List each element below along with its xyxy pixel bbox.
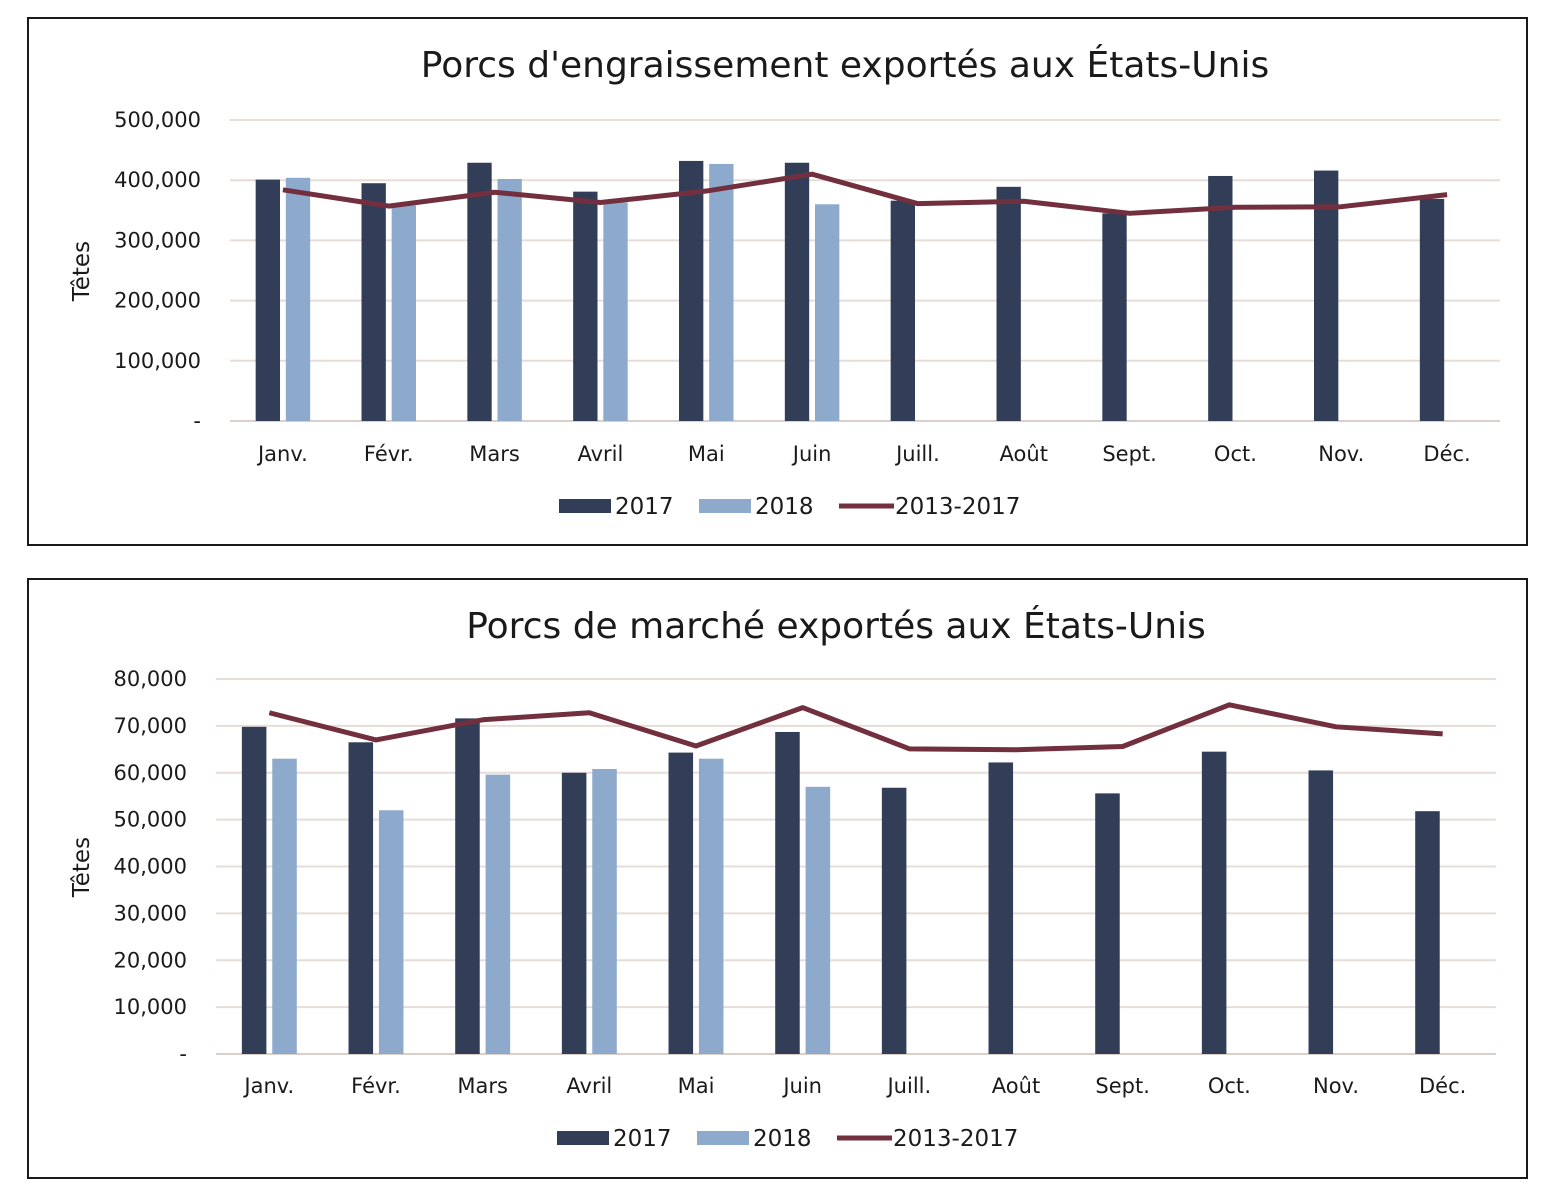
y-tick-label: 20,000 (114, 948, 187, 972)
bar-2017-1 (256, 180, 280, 421)
x-tick-label: Mars (469, 442, 520, 466)
bar-2017-12 (1420, 199, 1444, 421)
x-tick-label: Juin (791, 442, 832, 466)
x-tick-label: Avril (566, 1074, 612, 1098)
bar-2018-4 (592, 769, 617, 1054)
x-tick-label: Juill. (894, 442, 940, 466)
y-tick-label: - (193, 409, 201, 433)
x-tick-label: Oct. (1214, 442, 1257, 466)
bar-2017-3 (467, 163, 491, 421)
bar-2017-7 (882, 788, 907, 1054)
x-tick-label: Févr. (364, 442, 414, 466)
bar-2017-8 (996, 187, 1020, 421)
chart-title: Porcs d'engraissement exportés aux États… (421, 44, 1269, 86)
y-tick-label: 50,000 (114, 808, 187, 832)
legend-swatch-2017 (557, 1131, 609, 1145)
bar-2017-6 (775, 732, 800, 1054)
bar-2018-6 (806, 787, 831, 1054)
bar-2017-10 (1202, 752, 1227, 1054)
y-axis-label: Têtes (69, 837, 95, 898)
y-tick-label: 300,000 (114, 228, 201, 252)
x-tick-label: Oct. (1208, 1074, 1251, 1098)
legend-label: 2017 (613, 1126, 672, 1152)
bar-2018-5 (709, 164, 733, 421)
legend-label: 2013-2017 (893, 1126, 1018, 1152)
chart-title: Porcs de marché exportés aux États-Unis (466, 605, 1206, 647)
bar-2017-5 (679, 161, 703, 421)
bar-2017-3 (455, 718, 480, 1054)
x-tick-label: Janv. (256, 442, 308, 466)
y-tick-label: 400,000 (114, 168, 201, 192)
x-tick-label: Mai (678, 1074, 715, 1098)
x-tick-label: Févr. (351, 1074, 401, 1098)
bar-2017-11 (1309, 770, 1334, 1054)
bar-2017-4 (562, 773, 587, 1054)
line-series-2013-2017 (269, 705, 1442, 750)
x-tick-label: Déc. (1423, 442, 1470, 466)
x-tick-label: Nov. (1313, 1074, 1359, 1098)
x-tick-label: Janv. (242, 1074, 294, 1098)
y-tick-label: - (179, 1042, 187, 1066)
y-tick-label: 40,000 (114, 855, 187, 879)
bar-2018-2 (392, 205, 416, 421)
bar-2018-2 (379, 810, 404, 1054)
legend-swatch-2018 (697, 1131, 749, 1145)
legend-label: 2018 (753, 1126, 812, 1152)
y-tick-label: 100,000 (114, 349, 201, 373)
y-tick-label: 30,000 (114, 901, 187, 925)
bar-2017-7 (891, 201, 915, 421)
chart-marche: Porcs de marché exportés aux États-Unis -… (29, 580, 1526, 1177)
legend-label: 2017 (615, 494, 674, 520)
bar-2017-2 (361, 183, 385, 421)
bar-2017-10 (1208, 176, 1232, 421)
bar-2018-6 (815, 204, 839, 421)
y-tick-label: 80,000 (114, 667, 187, 691)
y-tick-label: 200,000 (114, 289, 201, 313)
x-tick-label: Mars (457, 1074, 508, 1098)
bar-2017-9 (1095, 793, 1120, 1054)
legend-swatch-2017 (559, 499, 611, 513)
y-tick-label: 500,000 (114, 108, 201, 132)
bar-2017-8 (989, 762, 1014, 1054)
bar-2017-9 (1102, 213, 1126, 421)
x-tick-label: Déc. (1419, 1074, 1466, 1098)
legend-swatch-2018 (699, 499, 751, 513)
x-tick-label: Mai (688, 442, 725, 466)
x-tick-label: Nov. (1318, 442, 1364, 466)
bar-2018-1 (272, 759, 297, 1054)
x-tick-label: Juill. (885, 1074, 931, 1098)
chart-panel-marche: Porcs de marché exportés aux États-Unis -… (27, 578, 1528, 1179)
legend-label: 2018 (755, 494, 814, 520)
bar-2017-6 (785, 163, 809, 421)
bar-2018-4 (603, 202, 627, 421)
x-tick-label: Août (992, 1074, 1040, 1098)
bar-2018-3 (486, 775, 511, 1054)
bar-2017-4 (573, 192, 597, 421)
bar-2017-1 (242, 727, 267, 1054)
bar-2017-5 (669, 753, 694, 1054)
x-tick-label: Août (1000, 442, 1048, 466)
x-tick-label: Juin (781, 1074, 822, 1098)
bar-2018-5 (699, 759, 724, 1054)
y-tick-label: 70,000 (114, 714, 187, 738)
y-tick-label: 10,000 (114, 995, 187, 1019)
chart-panel-engraissement: Porcs d'engraissement exportés aux États… (27, 17, 1528, 546)
y-axis-label: Têtes (69, 241, 95, 302)
bar-2018-1 (286, 178, 310, 421)
bar-2017-2 (349, 742, 374, 1054)
bar-2018-3 (497, 179, 521, 421)
x-tick-label: Avril (577, 442, 623, 466)
x-tick-label: Sept. (1095, 1074, 1150, 1098)
legend-label: 2013-2017 (895, 494, 1020, 520)
y-tick-label: 60,000 (114, 761, 187, 785)
bar-2017-12 (1415, 811, 1440, 1054)
x-tick-label: Sept. (1102, 442, 1157, 466)
chart-engraissement: Porcs d'engraissement exportés aux États… (29, 19, 1526, 544)
